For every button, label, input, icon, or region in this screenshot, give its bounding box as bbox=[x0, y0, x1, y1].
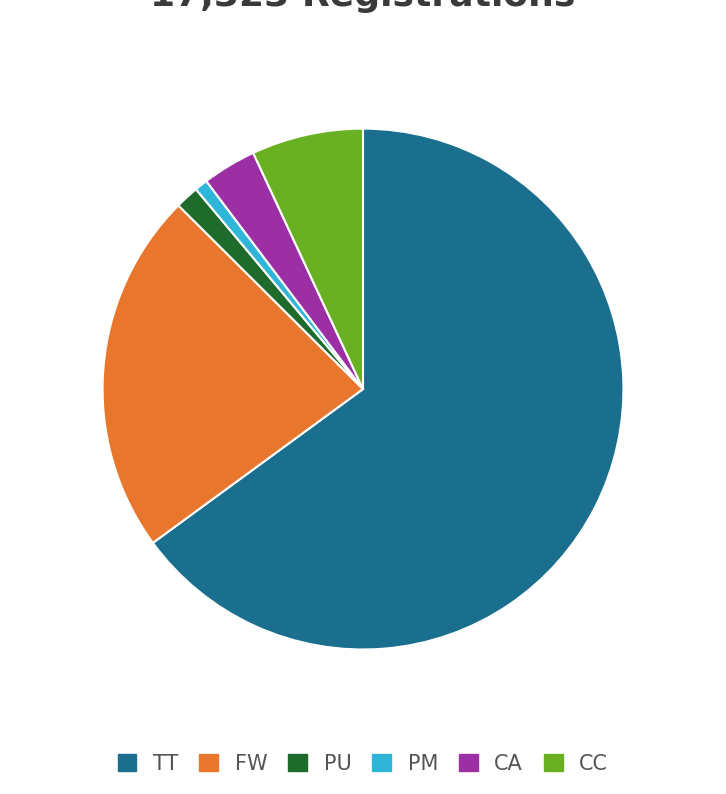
Title: 17,323 Registrations: 17,323 Registrations bbox=[150, 0, 576, 13]
Legend: TT, FW, PU, PM, CA, CC: TT, FW, PU, PM, CA, CC bbox=[110, 746, 616, 782]
Wedge shape bbox=[102, 206, 363, 543]
Wedge shape bbox=[196, 181, 363, 389]
Wedge shape bbox=[206, 153, 363, 389]
Wedge shape bbox=[253, 129, 363, 389]
Wedge shape bbox=[179, 189, 363, 389]
Wedge shape bbox=[153, 129, 624, 649]
